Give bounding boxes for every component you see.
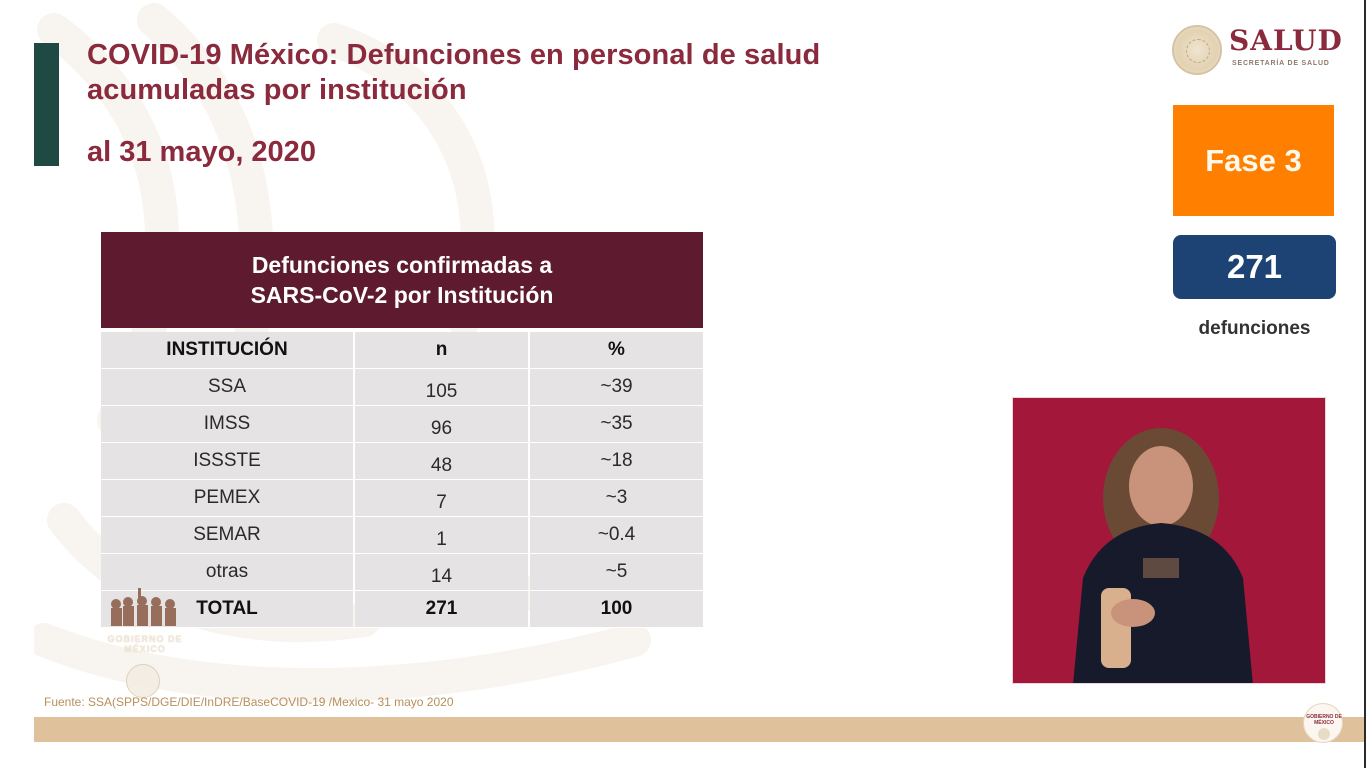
cell-n: 96 — [355, 406, 528, 442]
death-count-badge: 271 — [1173, 235, 1336, 299]
source-note: Fuente: SSA(SPPS/DGE/DIE/InDRE/BaseCOVID… — [44, 695, 454, 709]
accent-bar — [34, 43, 59, 166]
table-row: otras 14 ~5 — [101, 554, 703, 591]
table-row: ISSSTE 48 ~18 — [101, 443, 703, 480]
death-count-caption: defunciones — [1198, 318, 1311, 339]
gobierno-mexico-logo: GOBIERNO DE MÉXICO — [106, 588, 186, 698]
cell-institucion: SSA — [101, 369, 353, 405]
window-edge — [1364, 0, 1366, 768]
salud-subtitle: SECRETARÍA DE SALUD — [1232, 60, 1330, 67]
cell-pct: ~35 — [530, 406, 703, 442]
footer-gobierno-logo: GOBIERNO DE MÉXICO — [1303, 703, 1343, 743]
cell-total-n: 271 — [355, 591, 528, 627]
footer-band — [34, 717, 1364, 742]
historical-figures-icon — [111, 588, 176, 626]
table-grid: INSTITUCIÓN n % SSA 105 ~39 IMSS 96 ~35 … — [101, 332, 703, 628]
cell-institucion: IMSS — [101, 406, 353, 442]
cell-institucion: SEMAR — [101, 517, 353, 553]
title-line-2: acumuladas por institución — [87, 74, 467, 106]
column-header-pct: % — [530, 332, 703, 368]
cell-pct: ~0.4 — [530, 517, 703, 553]
salud-wordmark: SALUD — [1229, 24, 1343, 57]
table-header-row: INSTITUCIÓN n % — [101, 332, 703, 369]
column-header-n: n — [355, 332, 528, 368]
slide-subtitle: al 31 mayo, 2020 — [87, 136, 316, 168]
table-title-line-1: Defunciones confirmadas a — [251, 252, 553, 278]
table-total-row: TOTAL 271 100 — [101, 591, 703, 628]
cell-n: 105 — [355, 369, 528, 405]
title-line-1: COVID-19 México: Defunciones en personal… — [87, 39, 821, 71]
table-title-line-2: SARS-CoV-2 por Institución — [250, 282, 554, 308]
footer-logo-text: GOBIERNO DE MÉXICO — [1306, 714, 1342, 726]
salud-logo: SALUD SECRETARÍA DE SALUD — [1172, 22, 1342, 78]
death-count-value: 271 — [1226, 248, 1283, 285]
cell-pct: ~3 — [530, 480, 703, 516]
cell-n: 1 — [355, 517, 528, 553]
presentation-slide: COVID-19 México: Defunciones en personal… — [34, 0, 1364, 768]
cell-pct: ~39 — [530, 369, 703, 405]
table-row: SEMAR 1 ~0.4 — [101, 517, 703, 554]
cell-institucion: PEMEX — [101, 480, 353, 516]
gobierno-mexico-text: GOBIERNO DE MÉXICO — [107, 634, 183, 654]
national-seal-icon — [1172, 25, 1222, 75]
cell-pct: ~5 — [530, 554, 703, 590]
table-row: SSA 105 ~39 — [101, 369, 703, 406]
phase-badge: Fase 3 — [1173, 105, 1334, 216]
table-row: IMSS 96 ~35 — [101, 406, 703, 443]
column-header-institucion: INSTITUCIÓN — [101, 332, 353, 368]
slide-title: COVID-19 México: Defunciones en personal… — [87, 38, 820, 108]
deaths-by-institution-table: Defunciones confirmadas a SARS-CoV-2 por… — [101, 232, 703, 628]
phase-label: Fase 3 — [1205, 142, 1302, 178]
national-seal-icon — [126, 664, 160, 698]
sign-language-interpreter-video — [1012, 397, 1326, 684]
table-title: Defunciones confirmadas a SARS-CoV-2 por… — [101, 232, 703, 328]
table-row: PEMEX 7 ~3 — [101, 480, 703, 517]
interpreter-person-icon — [1073, 428, 1253, 683]
cell-pct: ~18 — [530, 443, 703, 479]
cell-total-pct: 100 — [530, 591, 703, 627]
national-seal-icon — [1318, 728, 1330, 740]
cell-n: 7 — [355, 480, 528, 516]
cell-n: 14 — [355, 554, 528, 590]
cell-institucion: otras — [101, 554, 353, 590]
cell-institucion: ISSSTE — [101, 443, 353, 479]
cell-n: 48 — [355, 443, 528, 479]
